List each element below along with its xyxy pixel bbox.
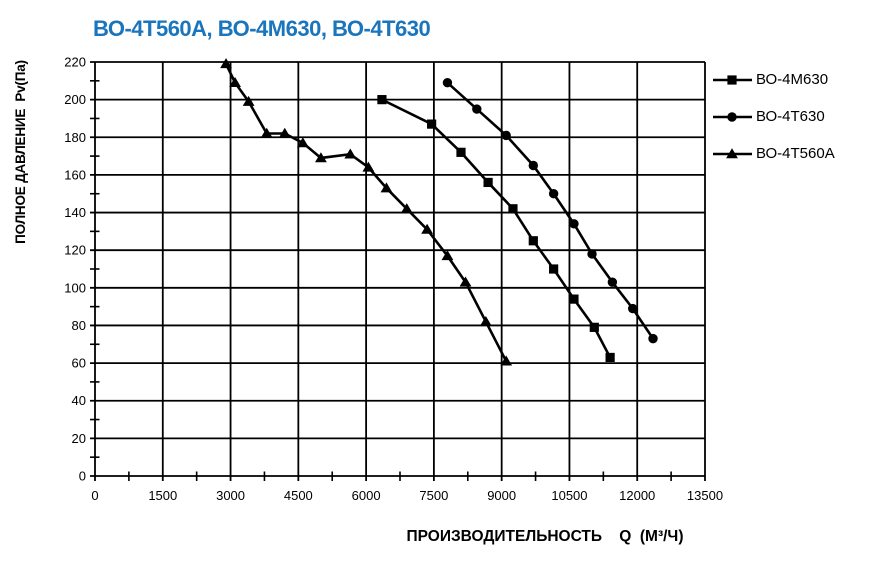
triangle-marker	[459, 276, 472, 287]
y-tick-label: 0	[79, 469, 86, 484]
circle-marker	[528, 160, 538, 171]
triangle-marker	[296, 137, 309, 148]
square-marker	[427, 119, 437, 129]
triangle-marker	[726, 147, 738, 158]
y-tick-label: 220	[64, 55, 86, 70]
legend-label: ВО-4Т630	[756, 108, 825, 125]
y-tick-label: 180	[64, 130, 86, 145]
triangle-marker	[315, 152, 327, 163]
legend-item-vo-4t630: ВО-4Т630	[712, 98, 835, 135]
series-line-2	[224, 63, 508, 362]
x-tick-label: 9000	[487, 488, 516, 503]
x-tick-label: 6000	[352, 488, 381, 503]
triangle-marker	[344, 148, 357, 159]
square-marker	[569, 294, 579, 304]
x-tick-label: 12000	[619, 488, 655, 503]
y-tick-label: 80	[72, 318, 86, 333]
legend-item-vo-4m630: ВО-4М630	[712, 61, 835, 98]
triangle-marker	[441, 250, 454, 261]
square-marker	[377, 95, 387, 105]
series-line-1	[446, 81, 655, 340]
y-tick-label: 40	[72, 393, 86, 408]
circle-marker	[569, 219, 579, 229]
x-tick-label: 0	[91, 488, 98, 503]
y-tick-label: 60	[72, 356, 86, 371]
square-marker	[727, 74, 737, 85]
circle-marker	[648, 333, 658, 344]
x-tick-label: 13500	[687, 488, 723, 503]
legend-label: ВО-4М630	[756, 71, 829, 88]
y-tick-label: 120	[64, 243, 86, 258]
y-axis-title: ПОЛНОЕ ДАВЛЕНИЕ Pv(Па)	[13, 60, 28, 244]
triangle-marker	[278, 127, 291, 138]
triangle-marker-icon	[713, 147, 752, 158]
triangle-marker	[400, 203, 413, 214]
x-tick-label: 7500	[419, 488, 448, 503]
triangle-marker	[362, 161, 375, 172]
triangle-marker	[421, 223, 434, 234]
triangle-marker	[229, 77, 241, 87]
square-marker	[549, 264, 559, 274]
circle-marker	[727, 111, 737, 122]
square-marker	[456, 147, 466, 157]
triangle-marker	[500, 355, 513, 366]
circle-marker	[442, 78, 453, 88]
triangle-marker	[479, 315, 492, 326]
x-tick-label: 3000	[216, 488, 245, 503]
legend: ВО-4М630 ВО-4Т630 ВО-4Т560А	[712, 61, 835, 172]
legend-item-vo-4t560a: ВО-4Т560А	[712, 135, 835, 172]
circle-marker	[607, 277, 618, 287]
square-marker-icon	[713, 74, 752, 85]
x-tick-label: 10500	[551, 488, 587, 503]
circle-marker-icon	[713, 111, 752, 122]
circle-marker	[472, 104, 482, 114]
square-marker	[528, 236, 538, 246]
circle-marker	[501, 130, 511, 141]
square-marker	[589, 322, 599, 332]
series-line-0	[381, 98, 612, 359]
triangle-marker	[260, 127, 273, 138]
triangle-marker	[242, 95, 255, 106]
circle-marker	[548, 189, 559, 199]
y-tick-label: 20	[72, 431, 86, 446]
x-axis-title: ПРОИЗВОДИТЕЛЬНОСТЬ Q (М³/Ч)	[406, 528, 683, 545]
y-tick-label: 100	[64, 280, 86, 295]
y-tick-label: 200	[64, 92, 86, 107]
x-tick-label: 1500	[148, 488, 177, 503]
triangle-marker	[380, 182, 393, 193]
square-marker	[483, 177, 493, 188]
x-tick-label: 4500	[284, 488, 313, 503]
circle-marker	[587, 249, 597, 259]
square-marker	[508, 204, 518, 214]
y-tick-label: 140	[64, 205, 86, 220]
y-tick-label: 160	[64, 167, 86, 182]
legend-label: ВО-4Т560А	[756, 145, 835, 162]
triangle-marker	[220, 58, 232, 69]
chart-title: ВО-4Т560А, ВО-4М630, ВО-4Т630	[93, 16, 431, 41]
circle-marker	[628, 303, 638, 314]
square-marker	[605, 352, 615, 363]
